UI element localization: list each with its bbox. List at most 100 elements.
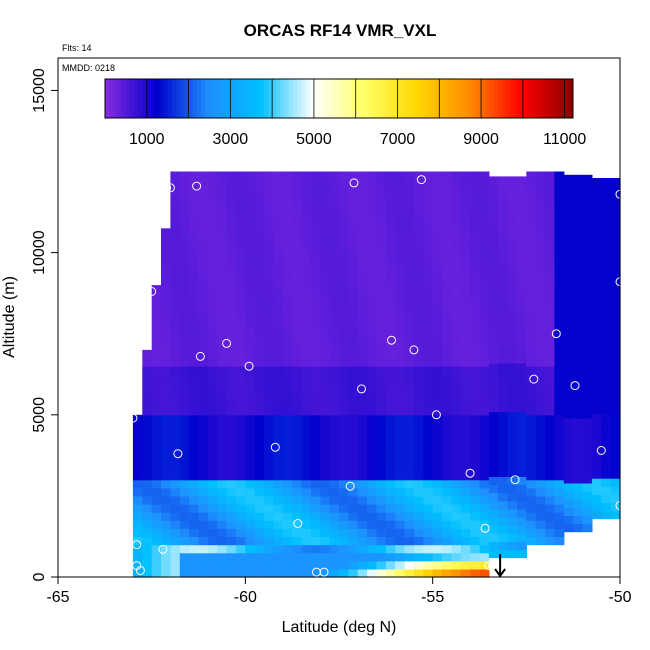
heatmap-cell xyxy=(310,220,321,229)
heatmap-cell xyxy=(376,414,387,424)
heatmap-cell xyxy=(591,324,602,333)
heatmap-cell xyxy=(301,309,312,319)
heatmap-cell xyxy=(329,544,340,554)
heatmap-cell xyxy=(226,341,237,351)
heatmap-cell xyxy=(179,544,190,554)
heatmap-cell xyxy=(470,520,481,529)
heatmap-cell xyxy=(432,382,443,392)
heatmap-cell xyxy=(357,236,368,246)
heatmap-cell xyxy=(498,452,509,461)
heatmap-cell xyxy=(376,341,387,351)
heatmap-cell xyxy=(254,195,265,205)
heatmap-cell xyxy=(207,325,218,335)
heatmap-cell xyxy=(357,358,368,367)
heatmap-cell xyxy=(226,195,237,205)
heatmap-cell xyxy=(601,275,612,284)
colorbar-swatch xyxy=(443,79,449,118)
heatmap-cell xyxy=(292,552,303,562)
heatmap-cell xyxy=(591,332,602,341)
heatmap-cell xyxy=(226,268,237,278)
heatmap-cell xyxy=(451,260,462,270)
heatmap-cell xyxy=(273,277,284,286)
heatmap-cell xyxy=(226,422,237,432)
heatmap-cell xyxy=(310,301,321,310)
heatmap-cell xyxy=(591,478,602,487)
heatmap-cell xyxy=(170,390,181,400)
heatmap-cell xyxy=(320,512,331,521)
heatmap-cell xyxy=(264,520,275,529)
heatmap-cell xyxy=(376,204,387,213)
heatmap-cell xyxy=(573,507,584,516)
heatmap-cell xyxy=(189,179,200,189)
heatmap-cell xyxy=(432,228,443,237)
heatmap-cell xyxy=(488,476,499,486)
heatmap-cell xyxy=(273,512,284,521)
heatmap-cell xyxy=(395,520,406,529)
heatmap-cell xyxy=(320,487,331,497)
heatmap-cell xyxy=(357,439,368,448)
heatmap-cell xyxy=(610,478,621,487)
heatmap-cell xyxy=(217,544,228,554)
heatmap-cell xyxy=(498,249,509,259)
heatmap-cell xyxy=(442,568,452,578)
heatmap-cell xyxy=(329,390,340,400)
heatmap-cell xyxy=(395,382,406,392)
heatmap-cell xyxy=(329,528,340,537)
heatmap-cell xyxy=(357,204,368,213)
heatmap-cell xyxy=(507,354,518,364)
heatmap-cell xyxy=(526,520,537,529)
heatmap-cell xyxy=(404,260,415,270)
heatmap-cell xyxy=(451,285,462,294)
heatmap-cell xyxy=(423,277,434,286)
heatmap-cell xyxy=(310,504,321,513)
heatmap-cell xyxy=(339,179,349,189)
heatmap-cell xyxy=(329,252,340,262)
heatmap-cell xyxy=(488,508,499,518)
heatmap-cell xyxy=(376,260,387,270)
heatmap-cell xyxy=(507,298,518,307)
heatmap-cell xyxy=(451,325,462,335)
heatmap-cell xyxy=(198,333,209,343)
heatmap-cell xyxy=(526,236,537,246)
heatmap-cell xyxy=(207,195,218,205)
heatmap-cell xyxy=(498,419,509,429)
heatmap-cell xyxy=(385,536,396,546)
heatmap-cell xyxy=(161,398,171,408)
heatmap-cell xyxy=(179,487,190,497)
heatmap-cell xyxy=(601,445,612,455)
heatmap-cell xyxy=(591,388,602,398)
heatmap-cell xyxy=(610,299,621,309)
heatmap-cell xyxy=(264,366,275,375)
heatmap-cell xyxy=(207,171,218,181)
heatmap-cell xyxy=(376,187,387,197)
heatmap-cell xyxy=(226,479,237,489)
heatmap-cell xyxy=(376,317,387,327)
heatmap-cell xyxy=(404,414,415,424)
heatmap-cell xyxy=(517,379,527,388)
heatmap-cell xyxy=(526,277,537,286)
heatmap-cell xyxy=(423,179,434,189)
heatmap-cell xyxy=(470,439,481,448)
heatmap-cell xyxy=(601,178,612,187)
heatmap-cell xyxy=(189,244,200,254)
heatmap-cell xyxy=(329,487,340,497)
heatmap-cell xyxy=(301,512,312,521)
heatmap-cell xyxy=(395,293,406,302)
heatmap-cell xyxy=(170,479,181,489)
heatmap-cell xyxy=(385,252,396,262)
heatmap-cell xyxy=(226,358,237,367)
heatmap-cell xyxy=(179,220,190,229)
heatmap-cell xyxy=(357,414,368,424)
heatmap-cell xyxy=(273,487,284,497)
heatmap-cell xyxy=(189,277,200,286)
heatmap-cell xyxy=(236,171,246,181)
heatmap-cell xyxy=(451,463,462,473)
heatmap-cell xyxy=(573,280,584,289)
heatmap-cell xyxy=(395,228,406,237)
heatmap-cell xyxy=(385,479,396,489)
heatmap-cell xyxy=(601,242,612,252)
heatmap-cell xyxy=(479,536,490,546)
heatmap-cell xyxy=(610,348,621,357)
heatmap-cell xyxy=(573,239,584,249)
heatmap-cell xyxy=(563,434,574,443)
